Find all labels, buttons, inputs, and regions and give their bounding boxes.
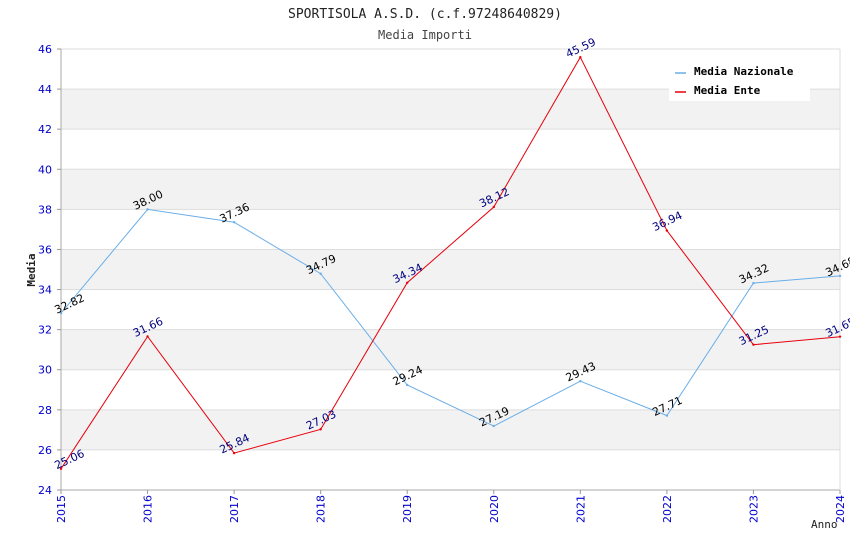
legend: Media Nazionale Media Ente: [669, 59, 810, 101]
chart-title: SPORTISOLA A.S.D. (c.f.97248640829): [288, 7, 562, 22]
plot-area: [60, 48, 841, 491]
series-layer: [59, 56, 842, 470]
data-point: [838, 274, 842, 278]
legend-label-ente: Media Ente: [694, 84, 761, 97]
y-tick-label: 44: [38, 83, 52, 96]
data-point: [59, 467, 63, 470]
y-tick-label: 28: [38, 404, 52, 417]
y-tick-label: 38: [38, 203, 52, 216]
x-tick-label: 2015: [55, 495, 68, 523]
x-tick-label: 2018: [315, 495, 328, 523]
data-point: [665, 229, 669, 232]
data-point: [232, 220, 236, 224]
x-tick-label: 2023: [747, 495, 760, 523]
y-axis-label: Media: [25, 253, 38, 286]
data-point: [579, 56, 582, 59]
x-tick-label: 2024: [834, 495, 847, 523]
data-point: [59, 311, 63, 315]
x-tick-label: 2020: [488, 495, 501, 523]
x-axis-label: Anno: [811, 518, 838, 531]
data-point: [752, 343, 755, 346]
data-point: [665, 414, 669, 417]
x-tick-label: 2017: [228, 495, 241, 523]
x-tick-label: 2019: [401, 495, 414, 523]
y-tick-label: 36: [38, 243, 52, 256]
legend-box: [669, 59, 810, 101]
x-tick-label: 2022: [661, 495, 674, 523]
y-tick-label: 46: [38, 43, 52, 56]
data-label: 32.82: [52, 291, 86, 316]
y-axis-ticks: 24 26 28 30 32 34 36 38 40 42 44 46: [38, 43, 61, 497]
data-label: 25.06: [52, 447, 86, 472]
grid-band: [61, 249, 840, 290]
data-point: [752, 281, 755, 285]
x-tick-label: 2021: [574, 495, 587, 523]
data-point: [838, 335, 842, 338]
grid-bands: [61, 89, 840, 450]
data-point: [406, 281, 409, 284]
y-tick-label: 24: [38, 484, 52, 497]
y-tick-label: 40: [38, 163, 52, 176]
y-tick-label: 34: [38, 284, 52, 297]
y-tick-label: 30: [38, 364, 52, 377]
y-tick-label: 26: [38, 444, 52, 457]
chart-subtitle: Media Importi: [378, 28, 472, 42]
grid-band: [61, 409, 840, 450]
data-point: [492, 424, 495, 428]
data-point: [319, 428, 322, 431]
data-point: [232, 451, 236, 455]
x-tick-label: 2016: [142, 495, 155, 523]
x-axis-ticks: 2015 2016 2017 2018 2019 2020 2021 2022 2023 2024: [55, 490, 847, 523]
data-point: [579, 379, 582, 383]
data-point: [146, 208, 149, 211]
data-point: [406, 383, 409, 387]
y-tick-label: 42: [38, 123, 52, 136]
data-point: [146, 335, 149, 338]
legend-label-nazionale: Media Nazionale: [694, 65, 794, 78]
series-line-ente: [60, 56, 841, 470]
grid-band: [61, 329, 840, 370]
series-line-nazionale: [60, 208, 841, 427]
data-label: 31.65: [823, 315, 850, 340]
data-point: [319, 272, 322, 275]
y-tick-label: 32: [38, 324, 52, 337]
data-point: [492, 205, 495, 209]
grid-band: [61, 169, 840, 210]
